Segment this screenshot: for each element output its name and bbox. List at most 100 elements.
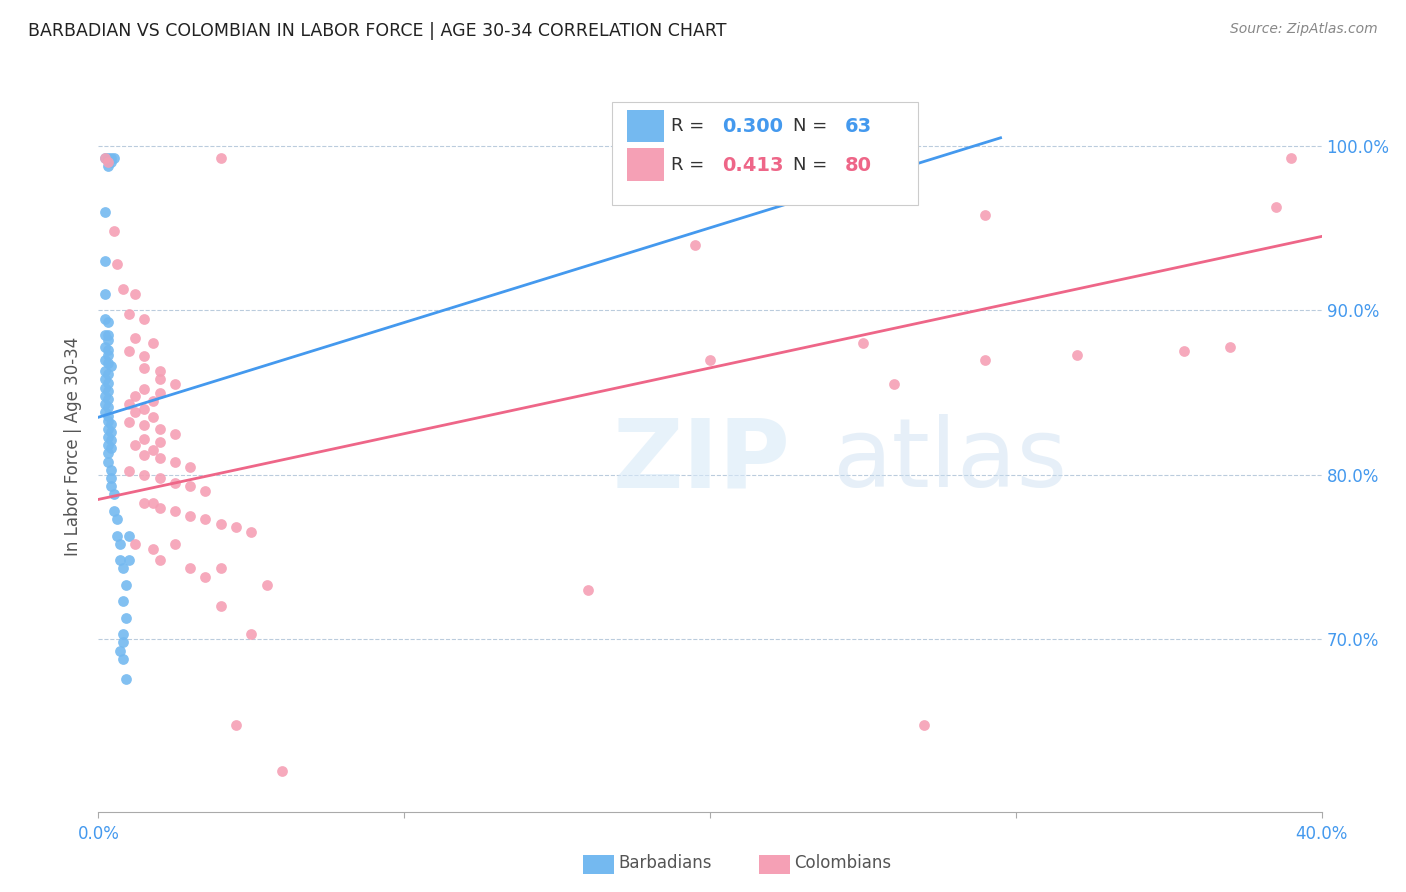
Text: 0.0%: 0.0% — [77, 825, 120, 843]
Point — [115, 578, 138, 592]
Point — [683, 237, 706, 252]
Point — [93, 405, 115, 419]
Point — [179, 561, 201, 575]
Point — [97, 401, 120, 415]
Point — [105, 512, 128, 526]
Point — [118, 465, 141, 479]
Point — [97, 151, 120, 165]
Point — [108, 553, 131, 567]
Point — [142, 336, 165, 351]
Point — [163, 455, 186, 469]
Text: 0.300: 0.300 — [723, 117, 783, 136]
Text: R =: R = — [671, 118, 710, 136]
Point — [134, 496, 156, 510]
Text: atlas: atlas — [832, 414, 1067, 508]
Point — [240, 627, 263, 641]
Point — [118, 415, 141, 429]
Point — [100, 434, 122, 448]
Point — [97, 368, 120, 382]
Point — [97, 392, 120, 406]
Point — [852, 336, 875, 351]
Point — [134, 467, 156, 482]
Point — [974, 208, 997, 222]
Text: 40.0%: 40.0% — [1295, 825, 1348, 843]
Point — [163, 537, 186, 551]
Point — [209, 517, 232, 532]
Point — [97, 446, 120, 460]
Point — [142, 443, 165, 458]
Y-axis label: In Labor Force | Age 30-34: In Labor Force | Age 30-34 — [65, 336, 83, 556]
Point — [100, 425, 122, 439]
Point — [225, 717, 247, 731]
Point — [118, 307, 141, 321]
Point — [93, 352, 115, 367]
Point — [97, 455, 120, 469]
Point — [93, 151, 115, 165]
Point — [124, 287, 146, 301]
Point — [97, 159, 120, 173]
Point — [93, 151, 115, 165]
Point — [93, 340, 115, 354]
Point — [97, 343, 120, 357]
Point — [97, 409, 120, 423]
Point — [270, 764, 292, 778]
Point — [163, 377, 186, 392]
Point — [93, 397, 115, 411]
Point — [93, 328, 115, 343]
Text: 80: 80 — [845, 155, 872, 175]
Point — [100, 151, 122, 165]
Text: 0.413: 0.413 — [723, 155, 783, 175]
Point — [93, 311, 115, 326]
Point — [111, 594, 134, 608]
Point — [118, 553, 141, 567]
Text: 63: 63 — [845, 117, 872, 136]
Point — [103, 151, 125, 165]
Point — [149, 500, 172, 515]
FancyBboxPatch shape — [612, 103, 918, 204]
Point — [1219, 340, 1241, 354]
Point — [97, 384, 120, 398]
FancyBboxPatch shape — [627, 148, 664, 181]
Point — [149, 471, 172, 485]
Point — [111, 282, 134, 296]
Text: Colombians: Colombians — [794, 855, 891, 872]
Point — [105, 528, 128, 542]
Point — [97, 348, 120, 362]
Point — [93, 204, 115, 219]
Point — [100, 463, 122, 477]
Point — [225, 520, 247, 534]
Point — [100, 471, 122, 485]
Point — [142, 496, 165, 510]
Point — [699, 352, 721, 367]
Point — [115, 672, 138, 686]
Point — [124, 405, 146, 419]
Point — [118, 344, 141, 359]
Point — [149, 422, 172, 436]
Point — [97, 438, 120, 452]
Point — [134, 311, 156, 326]
Text: ZIP: ZIP — [612, 414, 790, 508]
Point — [1279, 151, 1302, 165]
Point — [974, 352, 997, 367]
Point — [134, 350, 156, 364]
Point — [149, 372, 172, 386]
Point — [149, 553, 172, 567]
Point — [111, 627, 134, 641]
Point — [93, 364, 115, 378]
Point — [97, 333, 120, 347]
Point — [134, 418, 156, 433]
Point — [97, 328, 120, 343]
Point — [134, 402, 156, 417]
Point — [97, 155, 120, 169]
Point — [111, 652, 134, 666]
FancyBboxPatch shape — [627, 110, 664, 143]
Point — [149, 451, 172, 466]
Point — [100, 479, 122, 493]
Point — [115, 611, 138, 625]
Point — [142, 393, 165, 408]
Text: Barbadians: Barbadians — [619, 855, 713, 872]
Point — [111, 635, 134, 649]
Text: N =: N = — [793, 118, 834, 136]
Point — [124, 537, 146, 551]
Point — [105, 257, 128, 271]
